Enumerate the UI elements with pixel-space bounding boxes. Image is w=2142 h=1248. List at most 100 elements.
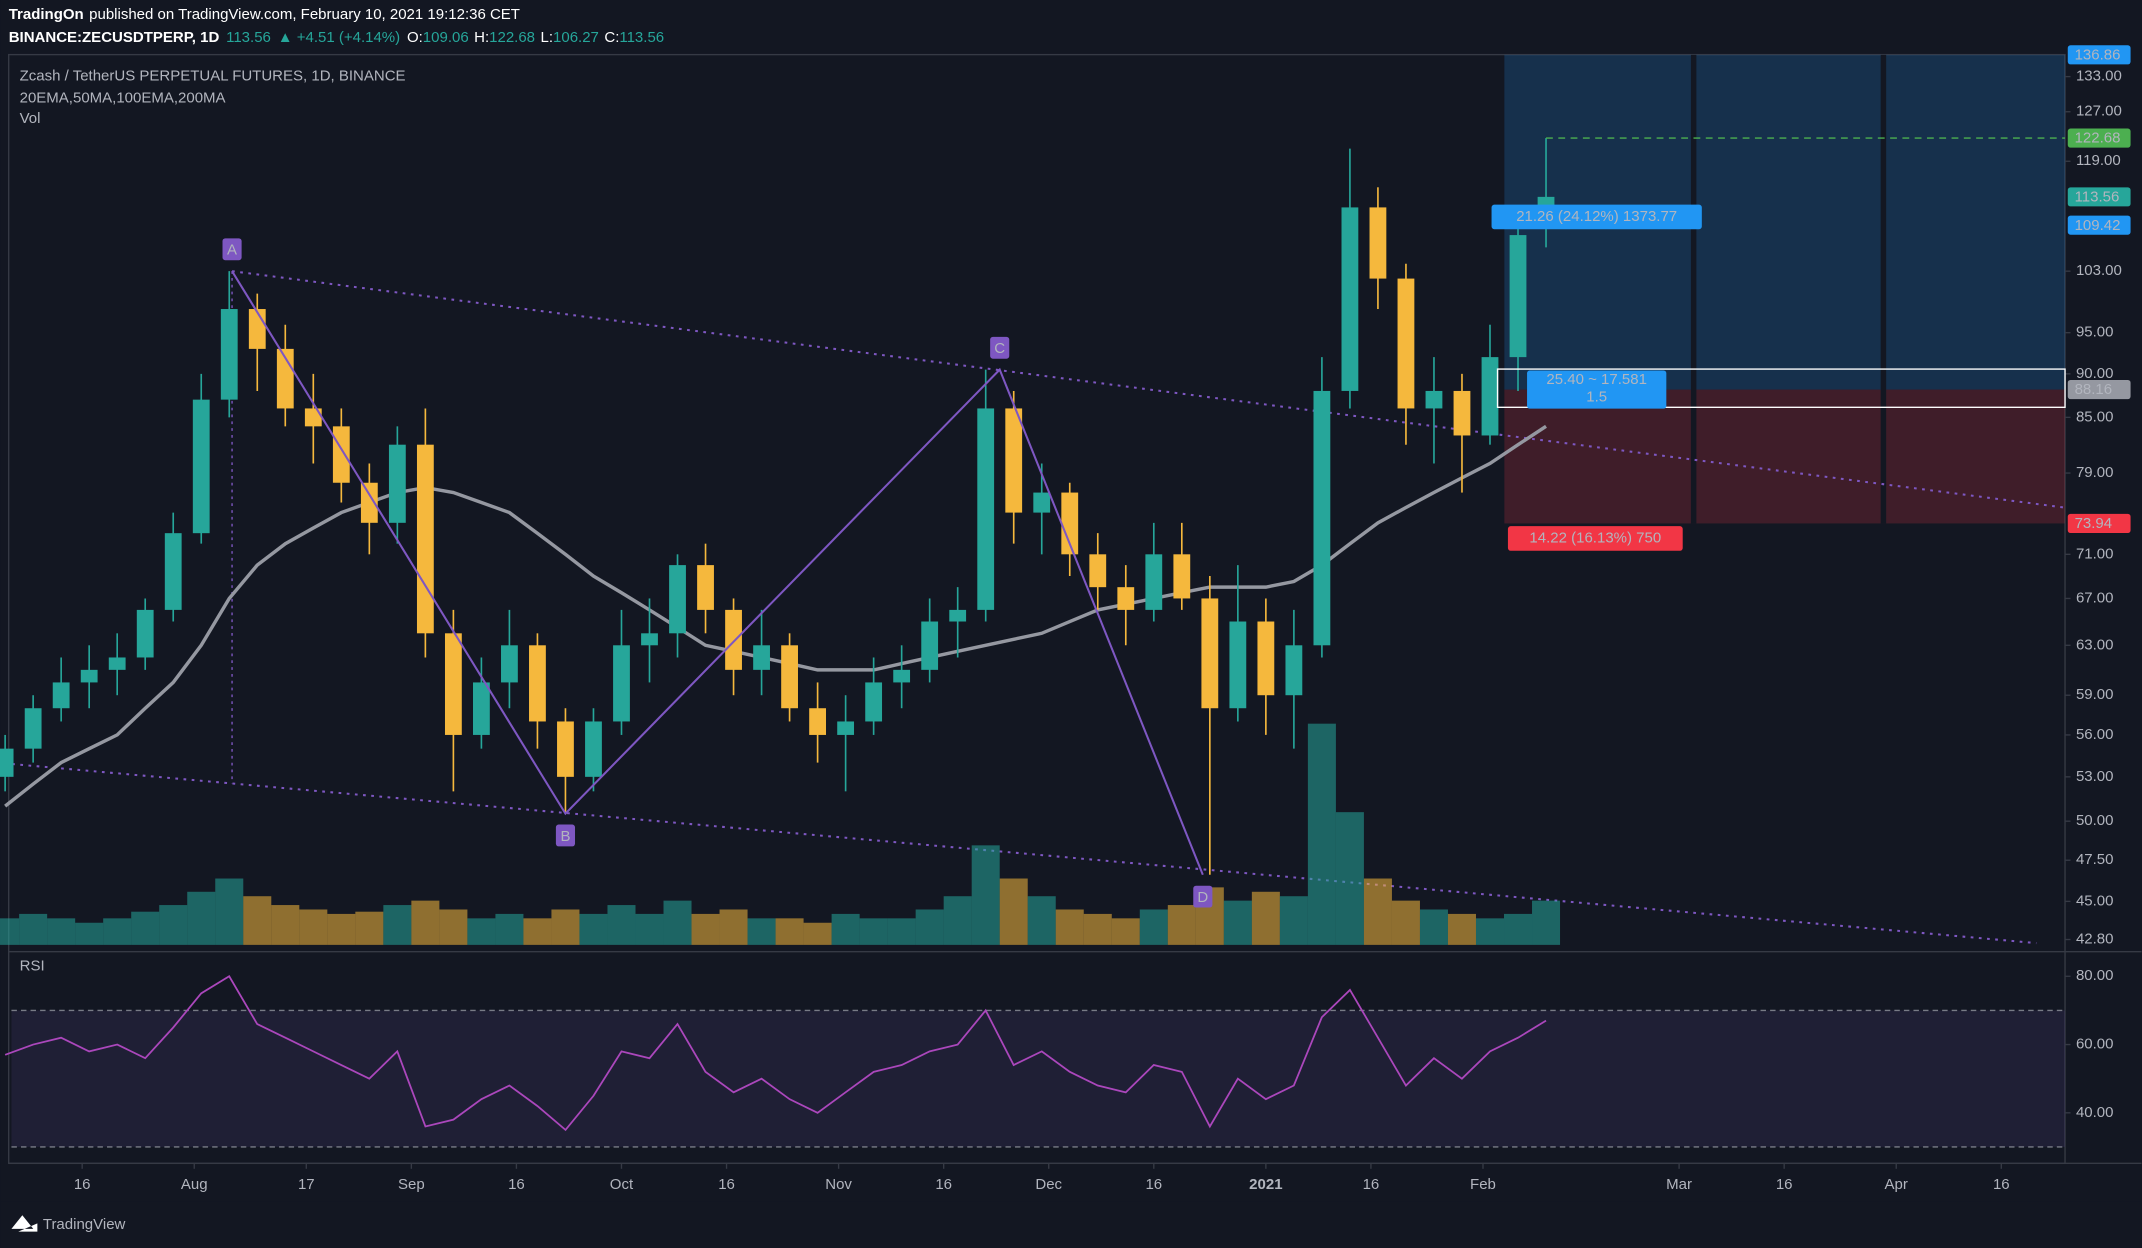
candle-body (1229, 621, 1247, 709)
candle-body (1341, 207, 1359, 391)
candle-body (248, 309, 266, 349)
candle-body (1005, 408, 1023, 513)
x-tick-label: 16 (935, 1176, 952, 1193)
price-tag (2067, 215, 2131, 235)
volume-bar (1055, 909, 1084, 945)
candle-body (613, 645, 630, 722)
x-tick-label: 16 (1993, 1176, 2010, 1193)
candle-body (1285, 645, 1303, 696)
pattern-point (1193, 885, 1213, 908)
y-tick-label: 59.00 (2076, 686, 2114, 703)
candle-body (388, 444, 406, 523)
volume-bar (131, 911, 160, 945)
y-tick-label: 56.00 (2076, 726, 2114, 743)
candle-body (304, 408, 322, 427)
candle-body (360, 482, 378, 523)
price-tag (2067, 513, 2131, 533)
volume-bar (47, 918, 76, 945)
candle-body (501, 645, 518, 683)
volume-bar (0, 918, 20, 945)
y-tick-label: 71.00 (2076, 545, 2114, 562)
candle-body (949, 609, 967, 622)
volume-bar (1335, 812, 1364, 945)
ratio-label: 1.5 (1586, 389, 1607, 406)
x-tick-label: 16 (74, 1176, 91, 1193)
y-tick-label: 50.00 (2076, 812, 2114, 829)
y-tick-label: 127.00 (2076, 103, 2122, 120)
volume-bar (1083, 913, 1112, 945)
volume-bar (299, 909, 328, 945)
rsi-title: RSI (20, 958, 45, 975)
symbol-line: BINANCE:ZECUSDTPERP, 1D 113.56 ▲ +4.51 (+4… (9, 29, 664, 46)
volume-bar (1251, 891, 1280, 945)
range-label-box (1527, 370, 1667, 409)
volume-bar (355, 911, 384, 945)
candle-body (0, 748, 14, 777)
price-tag (2067, 380, 2131, 400)
volume-bar (495, 913, 524, 945)
x-tick-label: 16 (1776, 1176, 1793, 1193)
y-tick-label: 133.00 (2076, 68, 2122, 85)
x-tick-label: Aug (181, 1176, 208, 1193)
volume-bar (411, 900, 440, 945)
pattern-point (555, 824, 576, 847)
candle-body (557, 721, 574, 777)
y-tick-label: 47.50 (2076, 851, 2114, 868)
volume-bar (1223, 900, 1252, 945)
candle-body (753, 645, 770, 670)
y-tick-label: 45.00 (2076, 892, 2114, 909)
x-tick-label: 2021 (1249, 1176, 1282, 1193)
volume-bar (887, 918, 916, 945)
open-value: 109.06 (423, 29, 469, 46)
candle-body (837, 721, 855, 735)
volume-bar (159, 905, 188, 945)
volume-bar (271, 905, 300, 945)
candle-body (585, 721, 602, 777)
candle-body (1481, 357, 1499, 436)
y-tick-label: 42.80 (2076, 930, 2114, 947)
x-tick-label: Oct (610, 1176, 634, 1193)
moving-average (4, 424, 1547, 808)
y-tick-label: 63.00 (2076, 636, 2114, 653)
brand: TradingView (43, 1216, 126, 1233)
loss-label-box (1507, 526, 1683, 551)
candle-body (893, 669, 911, 683)
candle-body (80, 669, 98, 683)
volume-bar (1027, 896, 1056, 945)
y-tick-label: 119.00 (2076, 152, 2121, 169)
x-tick-label: 16 (718, 1176, 735, 1193)
candle-body (1145, 554, 1163, 610)
candle-body (108, 657, 126, 670)
y-tick-label: 80.00 (2076, 967, 2114, 984)
volume-bar (467, 918, 496, 945)
candle-body (220, 309, 238, 400)
publisher: TradingOn (9, 6, 84, 23)
candle-body (136, 609, 154, 658)
volume-bar (523, 918, 552, 945)
price-tag-label: 136.86 (2075, 46, 2121, 63)
y-tick-label: 90.00 (2076, 365, 2114, 382)
y-tick-label: 60.00 (2076, 1036, 2114, 1053)
volume-bar (1504, 913, 1533, 945)
volume-bar (383, 905, 412, 945)
volume-bar (1419, 909, 1448, 945)
zone-divider (1880, 54, 1887, 524)
publish-line: TradingOn published on TradingView.com, F… (9, 6, 520, 23)
volume-bar (1532, 900, 1561, 945)
indicator-list: 20EMA,50MA,100EMA,200MA (20, 89, 226, 106)
candle-body (1201, 598, 1219, 709)
volume-bar (243, 896, 272, 945)
brand-logo (11, 1215, 38, 1232)
volume-bar (775, 918, 804, 945)
x-tick-label: 16 (1145, 1176, 1162, 1193)
volume-bar (1279, 896, 1308, 945)
volume-bar (1475, 918, 1505, 945)
volume-bar (215, 878, 244, 945)
price-tag-label: 113.56 (2075, 189, 2120, 206)
price-tag (2067, 187, 2131, 207)
candle-body (865, 682, 883, 722)
candle-body (669, 565, 686, 634)
candle-body (977, 408, 995, 610)
